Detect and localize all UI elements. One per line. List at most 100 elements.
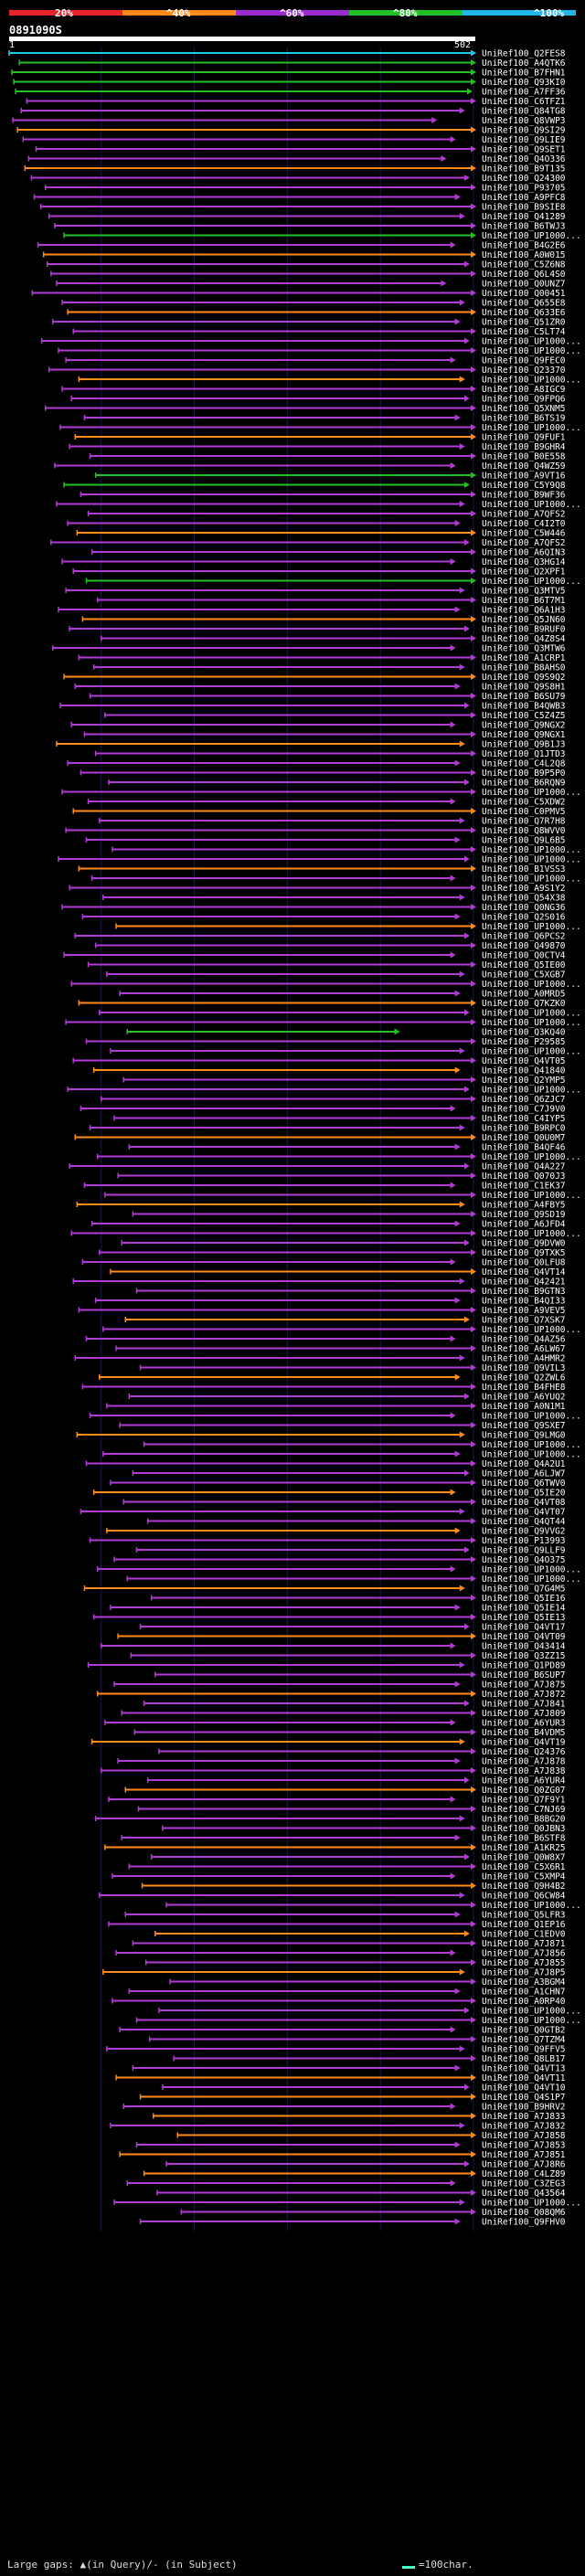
- hit-row[interactable]: UniRef100_UP1000...: [102, 1450, 581, 1460]
- hit-label[interactable]: UniRef100_UP1000...: [482, 855, 581, 865]
- hit-row[interactable]: UniRef100_UP1000...: [110, 1047, 581, 1057]
- hit-row[interactable]: UniRef100_A7J8R6: [165, 2160, 566, 2170]
- hit-row[interactable]: UniRef100_A7J878: [117, 1757, 566, 1767]
- hit-row[interactable]: UniRef100_C4I2T0: [67, 519, 566, 529]
- hit-row[interactable]: UniRef100_Q4VT05: [72, 1056, 566, 1066]
- hit-label[interactable]: UniRef100_A4FBY5: [482, 1201, 566, 1211]
- hit-label[interactable]: UniRef100_UP1000...: [482, 423, 581, 433]
- hit-label[interactable]: UniRef100_P29585: [482, 1037, 566, 1047]
- hit-row[interactable]: UniRef100_Q6A1H3: [58, 606, 566, 616]
- hit-row[interactable]: UniRef100_Q4A227: [69, 1162, 566, 1172]
- hit-label[interactable]: UniRef100_UP1000...: [482, 1450, 581, 1460]
- hit-row[interactable]: UniRef100_UP1000...: [85, 577, 581, 587]
- hit-label[interactable]: UniRef100_Q6CW84: [482, 1892, 566, 1902]
- hit-row[interactable]: UniRef100_A9S1Y2: [69, 884, 566, 894]
- hit-row[interactable]: UniRef100_A7J809: [121, 1709, 566, 1719]
- hit-row[interactable]: UniRef100_A1CHN7: [128, 1988, 566, 1998]
- hit-label[interactable]: UniRef100_A1KR25: [482, 1843, 566, 1853]
- hit-label[interactable]: UniRef100_Q9LMG0: [482, 1431, 566, 1441]
- hit-label[interactable]: UniRef100_Q4VT13: [482, 2064, 566, 2074]
- hit-row[interactable]: UniRef100_Q9VIL3: [139, 1363, 566, 1373]
- hit-row[interactable]: UniRef100_Q0UNZ7: [56, 280, 566, 290]
- hit-label[interactable]: UniRef100_Q24300: [482, 174, 566, 184]
- hit-label[interactable]: UniRef100_B9GTN3: [482, 1287, 566, 1297]
- hit-label[interactable]: UniRef100_UP1000...: [482, 2007, 581, 2017]
- hit-label[interactable]: UniRef100_Q41840: [482, 1066, 566, 1076]
- hit-label[interactable]: UniRef100_Q8LB17: [482, 2054, 566, 2064]
- hit-row[interactable]: UniRef100_A6QIN3: [90, 548, 566, 558]
- hit-label[interactable]: UniRef100_C4LZ89: [482, 2169, 566, 2179]
- hit-label[interactable]: UniRef100_Q6TWV0: [482, 1479, 566, 1489]
- hit-label[interactable]: UniRef100_Q6PCS2: [482, 932, 566, 942]
- hit-row[interactable]: UniRef100_A7J841: [143, 1700, 566, 1710]
- hit-row[interactable]: UniRef100_Q8WVV0: [65, 826, 566, 836]
- hit-label[interactable]: UniRef100_Q3HG14: [482, 557, 566, 567]
- hit-label[interactable]: UniRef100_A7QFS2: [482, 538, 566, 548]
- hit-label[interactable]: UniRef100_Q9SET1: [482, 145, 566, 155]
- hit-label[interactable]: UniRef100_C5Z6N8: [482, 260, 566, 270]
- hit-row[interactable]: UniRef100_UP1000...: [135, 2016, 581, 2026]
- hit-row[interactable]: UniRef100_B7FHN1: [11, 69, 566, 79]
- hit-row[interactable]: UniRef100_B4QWB3: [59, 702, 566, 712]
- hit-row[interactable]: UniRef100_Q9S8H1: [74, 683, 566, 693]
- hit-label[interactable]: UniRef100_Q9S9Q2: [482, 673, 566, 683]
- hit-row[interactable]: UniRef100_B9T135: [24, 164, 566, 175]
- hit-label[interactable]: UniRef100_B9RUF0: [482, 625, 566, 635]
- hit-row[interactable]: UniRef100_A0MRD5: [119, 990, 566, 1000]
- hit-label[interactable]: UniRef100_UP1000...: [482, 500, 581, 510]
- hit-label[interactable]: UniRef100_Q9TXK5: [482, 1248, 566, 1258]
- hit-label[interactable]: UniRef100_Q9FFV5: [482, 2045, 566, 2055]
- hit-row[interactable]: UniRef100_Q9FUF1: [74, 433, 566, 443]
- hit-row[interactable]: UniRef100_A7J858: [176, 2131, 566, 2141]
- hit-row[interactable]: UniRef100_Q41289: [48, 212, 566, 222]
- hit-label[interactable]: UniRef100_B9P5P0: [482, 769, 566, 779]
- hit-row[interactable]: UniRef100_Q08QM6: [180, 2208, 566, 2218]
- hit-row[interactable]: UniRef100_Q3MTV5: [65, 587, 566, 597]
- hit-row[interactable]: UniRef100_A6YUR3: [104, 1719, 566, 1729]
- hit-row[interactable]: UniRef100_Q2ZWL6: [98, 1373, 566, 1383]
- hit-label[interactable]: UniRef100_A7J871: [482, 1939, 566, 1949]
- hit-label[interactable]: UniRef100_UP1000...: [482, 1086, 581, 1096]
- hit-label[interactable]: UniRef100_A7J856: [482, 1949, 566, 1959]
- hit-row[interactable]: UniRef100_Q9VVG2: [106, 1527, 566, 1537]
- hit-label[interactable]: UniRef100_Q0JBN3: [482, 1824, 566, 1834]
- hit-label[interactable]: UniRef100_Q7XSK7: [482, 1316, 566, 1326]
- hit-row[interactable]: UniRef100_A4FBY5: [76, 1201, 566, 1211]
- hit-row[interactable]: UniRef100_B9RUF0: [69, 625, 566, 635]
- hit-label[interactable]: UniRef100_A7J851: [482, 2150, 566, 2160]
- hit-label[interactable]: UniRef100_Q4VT17: [482, 1623, 566, 1633]
- hit-label[interactable]: UniRef100_C4I2T0: [482, 519, 566, 529]
- hit-label[interactable]: UniRef100_Q4VT19: [482, 1738, 566, 1748]
- hit-label[interactable]: UniRef100_Q5IE16: [482, 1594, 566, 1604]
- hit-row[interactable]: UniRef100_UP1000...: [96, 1152, 581, 1162]
- hit-label[interactable]: UniRef100_Q0W8X7: [482, 1853, 566, 1863]
- hit-row[interactable]: UniRef100_Q4QT44: [146, 1517, 566, 1527]
- hit-row[interactable]: UniRef100_Q4VT17: [139, 1623, 566, 1633]
- hit-row[interactable]: UniRef100_Q93KI0: [13, 78, 566, 88]
- hit-label[interactable]: UniRef100_Q9FPQ6: [482, 395, 566, 405]
- hit-row[interactable]: UniRef100_A7J875: [113, 1680, 566, 1691]
- hit-label[interactable]: UniRef100_Q6ZJC7: [482, 1095, 566, 1105]
- hit-label[interactable]: UniRef100_Q1JTD3: [482, 749, 566, 759]
- hit-row[interactable]: UniRef100_UP1000...: [56, 500, 581, 510]
- hit-row[interactable]: UniRef100_B6TWJ3: [54, 222, 566, 232]
- hit-label[interactable]: UniRef100_A6JFD4: [482, 1220, 566, 1230]
- hit-row[interactable]: UniRef100_C7J9V0: [80, 1105, 566, 1115]
- hit-label[interactable]: UniRef100_A7J838: [482, 1766, 566, 1776]
- hit-row[interactable]: UniRef100_Q0U0M7: [74, 1133, 566, 1143]
- hit-label[interactable]: UniRef100_Q9VIL3: [482, 1363, 566, 1373]
- hit-row[interactable]: UniRef100_UP1000...: [102, 1325, 581, 1335]
- hit-label[interactable]: UniRef100_Q633E6: [482, 308, 566, 318]
- hit-label[interactable]: UniRef100_Q9H4B2: [482, 1882, 566, 1892]
- hit-row[interactable]: UniRef100_A6YUR4: [146, 1776, 566, 1786]
- hit-label[interactable]: UniRef100_UP1000...: [482, 1229, 581, 1239]
- hit-row[interactable]: UniRef100_Q7TZM4: [148, 2035, 566, 2045]
- hit-row[interactable]: UniRef100_Q7G4M5: [83, 1585, 566, 1595]
- hit-label[interactable]: UniRef100_Q93KI0: [482, 78, 566, 88]
- hit-row[interactable]: UniRef100_A1CRP1: [78, 653, 566, 663]
- hit-row[interactable]: UniRef100_B9SIE8: [39, 203, 566, 213]
- hit-label[interactable]: UniRef100_Q3MTV5: [482, 587, 566, 597]
- hit-label[interactable]: UniRef100_A6YUR4: [482, 1776, 566, 1786]
- hit-row[interactable]: UniRef100_Q0NG36: [61, 903, 566, 913]
- hit-label[interactable]: UniRef100_Q51ZR0: [482, 318, 566, 328]
